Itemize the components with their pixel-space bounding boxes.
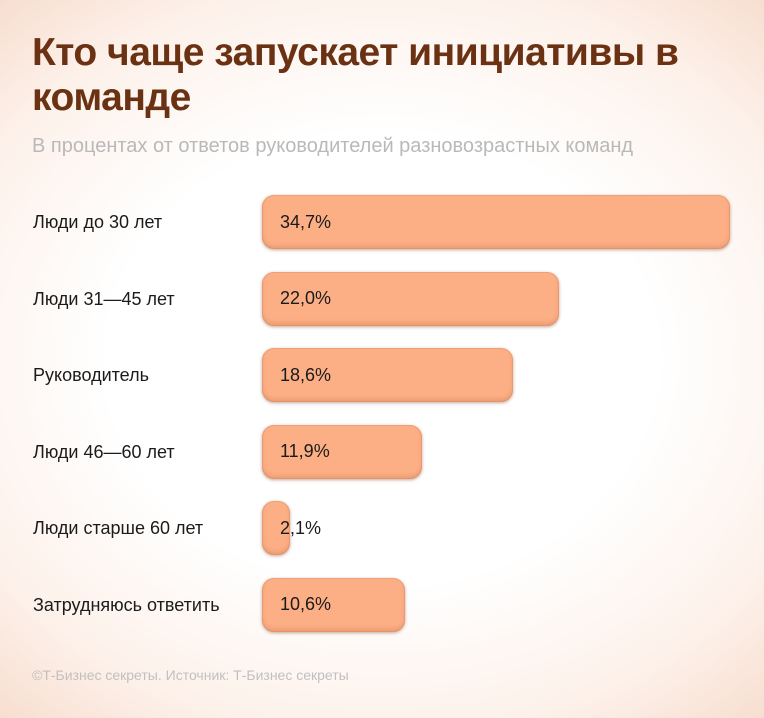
category-label: Руководитель bbox=[33, 365, 149, 385]
bar bbox=[262, 195, 730, 249]
data-label: 34,7% bbox=[280, 211, 332, 232]
bar-row: Люди 46—60 лет 11,9% bbox=[0, 424, 764, 479]
bar-row: Руководитель 18,6% bbox=[0, 348, 764, 402]
data-label: 22,0% bbox=[280, 288, 332, 308]
bar bbox=[262, 501, 291, 555]
data-label: 2,1% bbox=[280, 517, 322, 538]
bar-row: Люди до 30 лет 34,7% bbox=[0, 195, 764, 249]
bar bbox=[262, 424, 423, 479]
category-label: Люди старше 60 лет bbox=[33, 518, 204, 538]
chart-subtitle: В процентах от ответов руководителей раз… bbox=[32, 135, 634, 157]
bar-row: Люди 31—45 лет 22,0% bbox=[0, 271, 764, 326]
category-label: Люди до 30 лет bbox=[33, 212, 163, 232]
bar bbox=[262, 348, 513, 402]
category-label: Люди 46—60 лет bbox=[33, 441, 175, 462]
data-label: 18,6% bbox=[280, 364, 332, 385]
chart-title: Кто чаще запускает инициативы в команде bbox=[32, 31, 679, 119]
bar-row: Люди старше 60 лет 2,1% bbox=[0, 501, 764, 555]
bar bbox=[262, 577, 405, 632]
category-label: Люди 31—45 лет bbox=[33, 288, 175, 309]
data-label: 11,9% bbox=[280, 441, 330, 461]
bar-row: Затрудняюсь ответить 10,6% bbox=[0, 577, 764, 632]
data-label: 10,6% bbox=[280, 594, 332, 614]
bar bbox=[262, 271, 559, 326]
category-label: Затрудняюсь ответить bbox=[33, 594, 220, 615]
source-note: ©Т-Бизнес секреты. Источник: Т-Бизнес се… bbox=[32, 667, 349, 683]
